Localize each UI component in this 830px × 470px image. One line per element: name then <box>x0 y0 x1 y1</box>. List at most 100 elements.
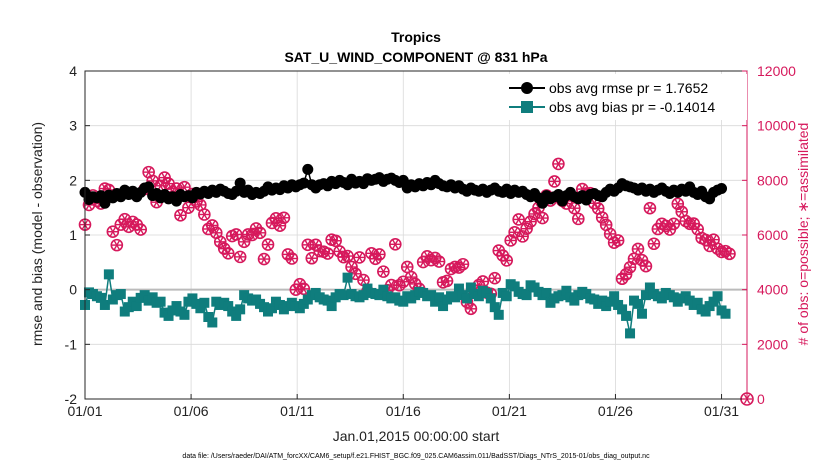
x-tick-label: 01/31 <box>704 403 739 419</box>
data-file-footnote: data file: /Users/raeder/DAI/ATM_forcXX/… <box>182 453 650 460</box>
asterisk-stroke <box>709 234 718 246</box>
bias-point <box>171 301 182 312</box>
chart-title: Tropics <box>391 29 441 45</box>
asterisk-stroke <box>550 175 559 187</box>
obs-assimilated-point <box>433 255 446 268</box>
asterisk-stroke <box>690 217 698 230</box>
asterisk-stroke <box>391 238 399 250</box>
asterisk-stroke <box>725 248 734 260</box>
asterisk-stroke <box>674 198 682 210</box>
bias-point <box>640 290 651 301</box>
bias-point <box>509 281 520 292</box>
asterisk-stroke <box>554 158 563 170</box>
asterisk-stroke <box>336 245 344 257</box>
bias-point <box>438 301 449 312</box>
bias-point <box>708 296 719 307</box>
asterisk-stroke <box>511 226 519 238</box>
obs-assimilated-point <box>258 253 271 265</box>
obs-assimilated-point <box>628 253 641 265</box>
asterisk-stroke <box>117 219 125 231</box>
bias-point <box>461 293 472 304</box>
obs-assimilated-point <box>389 238 402 250</box>
asterisk-stroke <box>642 260 650 272</box>
asterisk-stroke <box>650 238 658 250</box>
rmse-point <box>143 181 155 193</box>
obs-assimilated-point <box>476 275 489 288</box>
obs-assimilated-point <box>194 199 207 211</box>
obs-assimilated-point <box>110 239 123 251</box>
asterisk-stroke <box>300 283 308 295</box>
bias-point <box>521 290 532 301</box>
asterisk-stroke <box>375 248 384 260</box>
y-axis-left: -2 -1 0 1 2 3 4 <box>65 63 90 407</box>
bias-point <box>449 292 460 303</box>
bias-point <box>199 297 210 308</box>
legend: obs avg rmse pr = 1.7652 obs avg bias pr… <box>504 74 747 120</box>
bias-point <box>342 272 353 283</box>
obs-assimilated-point <box>612 234 625 247</box>
asterisk-stroke <box>324 248 332 260</box>
rmse-series <box>79 163 728 209</box>
asterisk-stroke <box>236 251 244 263</box>
asterisk-stroke <box>196 199 204 211</box>
asterisk-stroke <box>212 227 220 239</box>
obs-assimilated-point <box>297 283 310 295</box>
bias-point <box>481 287 492 298</box>
y2-tick-label: 10000 <box>757 118 796 134</box>
asterisk-stroke <box>224 247 232 259</box>
asterisk-stroke <box>260 253 268 265</box>
asterisk-stroke <box>598 211 606 224</box>
obs-assimilated-point <box>341 250 354 262</box>
y-axis-label: rmse and bias (model - observation) <box>29 122 45 346</box>
bias-point <box>700 306 711 317</box>
bias-point <box>485 293 496 304</box>
asterisk-stroke <box>367 247 376 259</box>
obs-assimilated-point <box>548 175 561 187</box>
asterisk-stroke <box>280 212 288 224</box>
bias-point <box>434 292 445 303</box>
asterisk-stroke <box>379 266 387 278</box>
y2-tick-label: 2000 <box>757 336 788 352</box>
bias-point <box>187 293 198 304</box>
obs-assimilated-point <box>536 212 549 224</box>
obs-assimilated-point <box>174 209 187 221</box>
obs-assimilated-point <box>631 243 644 255</box>
asterisk-stroke <box>634 243 642 255</box>
y-tick-label: 1 <box>69 227 77 243</box>
asterisk-stroke <box>347 261 356 273</box>
obs-assimilated-point <box>500 254 513 266</box>
asterisk-stroke <box>200 208 208 221</box>
obs-assimilated-point <box>639 260 652 272</box>
obs-assimilated-point <box>285 252 298 265</box>
bias-point <box>115 289 126 300</box>
asterisk-stroke <box>435 255 443 268</box>
bias-point <box>103 269 114 280</box>
bias-point <box>621 310 632 321</box>
bias-point <box>636 308 647 319</box>
asterisk-stroke <box>145 166 153 178</box>
chart-subtitle: SAT_U_WIND_COMPONENT @ 831 hPa <box>284 49 547 65</box>
bias-point <box>489 302 500 313</box>
bias-point <box>374 290 385 301</box>
asterisk-stroke <box>288 252 296 265</box>
legend-rmse-label: obs avg rmse pr = 1.7652 <box>549 80 708 96</box>
obs-assimilated-point <box>353 251 366 263</box>
asterisk-stroke <box>610 237 618 249</box>
bias-point <box>465 282 476 293</box>
obs-assimilated-point <box>647 238 660 250</box>
obs-assimilated-point <box>643 202 656 214</box>
obs-assimilated-point <box>357 274 370 286</box>
asterisk-stroke <box>606 228 614 240</box>
asterisk-stroke <box>292 284 300 296</box>
asterisk-stroke <box>332 235 340 247</box>
bias-point <box>493 309 504 320</box>
bias-series <box>80 269 731 339</box>
bias-point <box>139 290 150 301</box>
asterisk-stroke <box>538 212 547 224</box>
asterisk-stroke <box>443 275 451 287</box>
obs-assimilated-point <box>377 266 390 278</box>
bias-point <box>195 303 206 314</box>
asterisk-stroke <box>427 254 435 266</box>
obs-assimilated-point <box>254 227 267 239</box>
y2-tick-label: 4000 <box>757 282 788 298</box>
